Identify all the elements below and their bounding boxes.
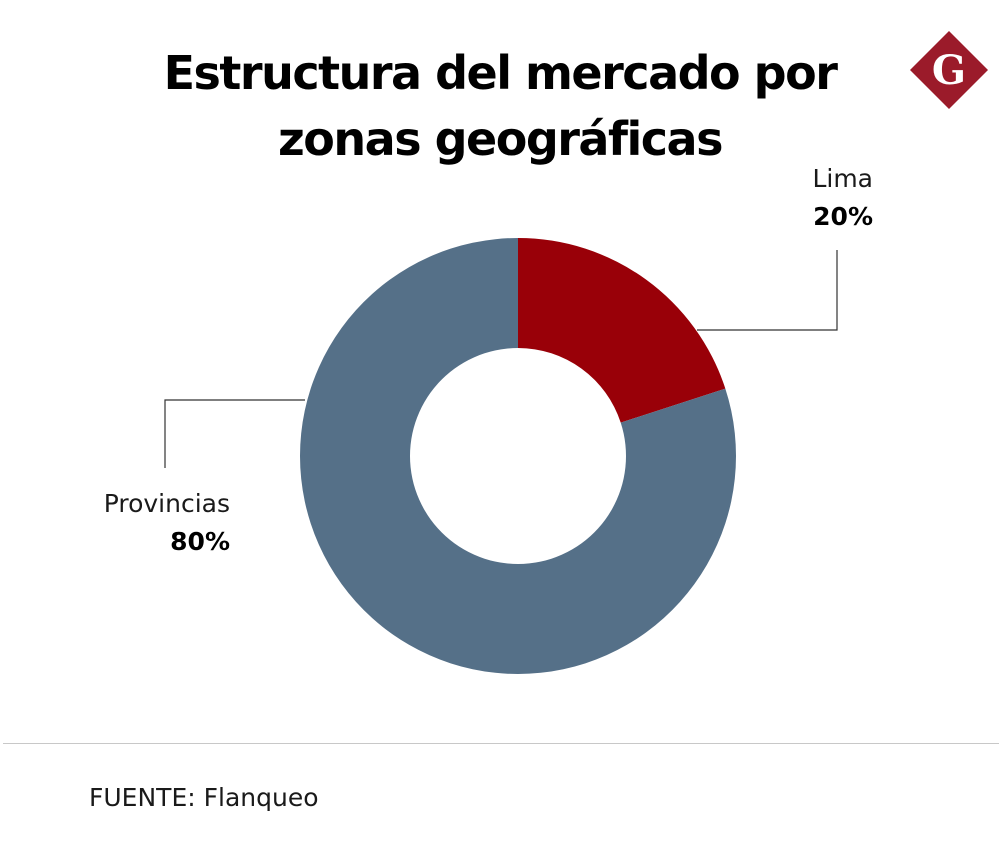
source-value: Flanqueo — [203, 783, 319, 812]
donut-slice-provincias — [300, 238, 736, 674]
slice-label-lima: Lima — [812, 164, 873, 193]
title-line-1: Estructura del mercado por — [163, 46, 838, 100]
slice-value-lima: 20% — [813, 202, 873, 231]
donut-chart: Lima 20% Provincias 80% — [104, 164, 873, 674]
leader-line-lima — [697, 250, 838, 331]
donut-slice-lima — [518, 238, 726, 423]
logo-diamond-shape — [910, 31, 988, 109]
logo-letter: G — [932, 47, 966, 94]
slice-label-provincias: Provincias — [104, 489, 230, 518]
slice-value-provincias: 80% — [170, 527, 230, 556]
brand-logo: G — [910, 31, 988, 109]
source-note: FUENTE: Flanqueo — [89, 783, 319, 812]
chart-title: Estructura del mercado por zonas geográf… — [120, 40, 880, 172]
source-label: FUENTE: — [89, 783, 196, 812]
title-line-2: zonas geográficas — [278, 112, 723, 166]
slices-layer — [300, 238, 736, 674]
footer-divider — [3, 743, 999, 744]
leader-line-provincias — [164, 399, 305, 468]
